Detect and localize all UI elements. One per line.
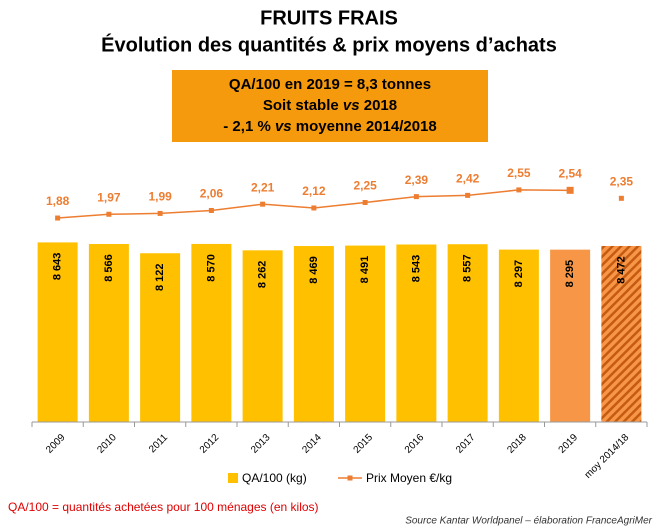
info-line: Soit stable vs 2018	[263, 97, 397, 114]
bar-value-label: 8 295	[564, 260, 576, 288]
bar-value-label: 8 469	[308, 256, 320, 284]
bar-value-label: 8 262	[257, 261, 269, 289]
price-marker	[106, 211, 112, 217]
chart-title: FRUITS FRAIS	[260, 7, 398, 29]
info-segment: vs	[275, 118, 292, 135]
price-value-label: 2,35	[610, 174, 634, 188]
price-marker	[260, 201, 266, 207]
price-marker	[465, 192, 471, 198]
bar	[37, 242, 78, 422]
bar-value-label: 8 297	[513, 260, 525, 288]
price-marker	[157, 210, 163, 216]
info-segment: Soit stable	[263, 97, 343, 114]
legend-label: QA/100 (kg)	[242, 471, 307, 485]
info-segment: - 2,1 %	[223, 118, 275, 135]
bar	[242, 250, 283, 422]
price-marker	[618, 195, 624, 201]
price-value-label: 1,99	[148, 190, 172, 204]
price-value-label: 2,25	[353, 179, 377, 193]
price-marker	[413, 194, 419, 200]
x-tick-label: 2009	[44, 432, 68, 456]
bar-value-label: 8 566	[103, 254, 115, 282]
price-value-label: 2,21	[251, 180, 275, 194]
price-marker	[311, 205, 317, 211]
x-tick-label: moy 2014/18	[583, 432, 632, 481]
bar-value-label: 8 491	[359, 256, 371, 284]
price-marker	[362, 200, 368, 205]
x-tick-label: 2013	[249, 432, 273, 456]
bar	[498, 249, 539, 422]
x-tick-label: 2018	[505, 432, 529, 456]
bar-value-label: 8 643	[52, 253, 64, 281]
price-value-label: 2,12	[302, 184, 326, 198]
info-segment: QA/100 en 2019 = 8,3 tonnes	[229, 76, 431, 93]
price-value-label: 2,55	[507, 166, 531, 180]
bar	[601, 245, 642, 422]
x-tick-label: 2019	[557, 432, 581, 456]
x-tick-label: 2016	[403, 432, 427, 456]
bar-value-label: 8 570	[205, 254, 217, 282]
legend-marker	[347, 475, 353, 481]
footnote: QA/100 = quantités achetées pour 100 mén…	[8, 500, 319, 514]
bar	[140, 253, 181, 422]
bar-value-label: 8 557	[462, 254, 474, 282]
legend-label: Prix Moyen €/kg	[366, 471, 452, 485]
price-value-label: 1,88	[46, 194, 70, 208]
bar	[550, 249, 591, 422]
price-marker	[55, 215, 61, 221]
price-marker	[516, 187, 522, 193]
price-value-label: 2,39	[405, 173, 429, 187]
x-tick-label: 2012	[198, 432, 222, 456]
x-tick-label: 2015	[352, 432, 376, 456]
price-value-label: 1,97	[97, 190, 121, 204]
price-marker	[208, 207, 214, 213]
bar	[293, 246, 334, 422]
source: Source Kantar Worldpanel – élaboration F…	[405, 516, 652, 527]
bar-value-label: 8 543	[410, 255, 422, 283]
price-value-label: 2,06	[200, 187, 224, 201]
bar	[191, 243, 232, 422]
price-value-label: 2,54	[558, 166, 582, 180]
x-tick-label: 2010	[95, 432, 119, 456]
info-segment: moyenne 2014/2018	[292, 118, 437, 135]
info-segment: vs	[343, 97, 360, 114]
chart-subtitle: Évolution des quantités & prix moyens d’…	[101, 33, 557, 56]
info-box	[172, 70, 488, 142]
x-tick-label: 2017	[454, 432, 478, 456]
legend-swatch	[228, 473, 238, 483]
bar	[447, 244, 488, 422]
bar	[345, 245, 386, 422]
x-tick-label: 2014	[300, 432, 324, 456]
info-line: QA/100 en 2019 = 8,3 tonnes	[229, 76, 431, 93]
bar-value-label: 8 122	[154, 263, 166, 291]
bar-value-label: 8 472	[615, 256, 627, 284]
price-value-label: 2,42	[456, 172, 480, 186]
price-marker	[566, 186, 574, 194]
bar	[88, 244, 129, 422]
x-tick-label: 2011	[147, 432, 170, 455]
info-segment: 2018	[360, 97, 398, 114]
bar	[396, 244, 437, 422]
info-line: - 2,1 % vs moyenne 2014/2018	[223, 118, 436, 135]
